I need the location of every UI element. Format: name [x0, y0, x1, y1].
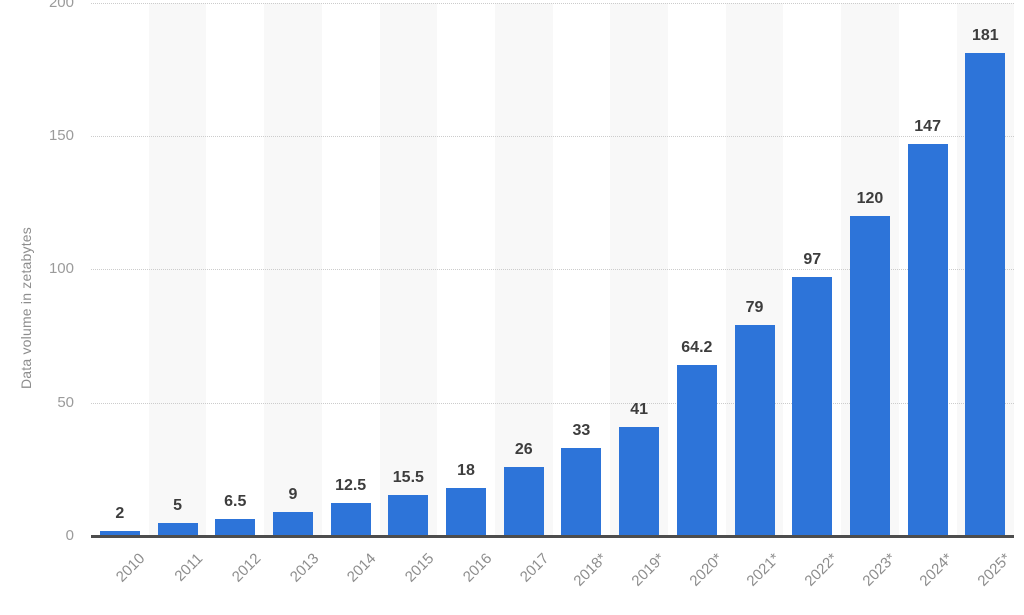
gridline-200 [91, 2, 1015, 4]
y-tick-label-150: 150 [48, 127, 74, 145]
bar-value-label: 12.5 [335, 476, 367, 494]
y-tick-label-50: 50 [57, 393, 74, 411]
bar-2010[interactable] [99, 530, 140, 536]
bar-value-label: 5 [173, 496, 182, 514]
bar-2022[interactable] [792, 277, 833, 536]
x-tick-label-2020: 2020* [686, 550, 726, 590]
x-tick-label-2010: 2010 [113, 550, 149, 586]
y-tick-label-0: 0 [65, 527, 74, 544]
bar-2012[interactable] [215, 518, 256, 536]
bar-value-label: 120 [856, 190, 884, 208]
x-tick-label-2013: 2013 [286, 550, 322, 586]
y-tick-label-100: 100 [48, 260, 74, 278]
bar-value-label: 64.2 [681, 338, 713, 356]
bar-2024[interactable] [907, 144, 948, 536]
y-tick-label-200: 200 [48, 0, 74, 11]
x-tick-label-2012: 2012 [228, 550, 265, 586]
x-tick-label-2024: 2024* [916, 550, 957, 590]
gridline-150 [91, 136, 1015, 138]
bar-2023[interactable] [849, 216, 890, 536]
bar-value-label: 147 [914, 118, 941, 136]
x-tick-label-2023: 2023* [859, 550, 899, 590]
bar-value-label: 33 [572, 422, 591, 439]
y-axis-title: Data volume in zetabytes [18, 227, 34, 389]
gridline-50 [91, 402, 1015, 404]
x-tick-label-2019: 2019* [628, 550, 669, 590]
bar-2016[interactable] [446, 488, 487, 536]
x-tick-label-2017: 2017 [517, 550, 553, 586]
bar-value-label: 2 [115, 504, 125, 522]
bar-2014[interactable] [330, 502, 371, 536]
bar-2020[interactable] [676, 364, 717, 536]
gridline-100 [91, 269, 1015, 271]
bar-value-label: 6.5 [224, 492, 247, 510]
x-tick-label-2021: 2021* [743, 550, 784, 590]
bar-value-label: 9 [288, 486, 298, 503]
bar-value-label: 18 [457, 462, 475, 479]
bar-2021[interactable] [734, 325, 775, 536]
x-axis-line [91, 535, 1015, 538]
x-tick-label-2014: 2014 [344, 550, 380, 586]
x-tick-label-2016: 2016 [459, 550, 496, 586]
bar-value-label: 41 [630, 400, 649, 418]
bar-2011[interactable] [157, 522, 198, 536]
x-tick-label-2018: 2018* [570, 550, 611, 590]
bar-2018[interactable] [561, 448, 602, 536]
bar-2025[interactable] [965, 53, 1006, 536]
bar-2019[interactable] [619, 426, 660, 536]
bar-value-label: 15.5 [392, 468, 424, 486]
x-tick-label-2015: 2015 [401, 550, 438, 586]
x-tick-label-2011: 2011 [171, 550, 207, 585]
bar-value-label: 181 [971, 27, 999, 45]
bar-2015[interactable] [388, 494, 429, 536]
bar-value-label: 79 [745, 299, 764, 317]
x-tick-label-2025: 2025* [974, 550, 1015, 590]
x-tick-label-2022: 2022* [801, 550, 842, 590]
bar-value-label: 26 [514, 440, 533, 458]
bar-2017[interactable] [503, 466, 544, 536]
bar-value-label: 97 [803, 251, 822, 269]
bar-2013[interactable] [272, 512, 313, 536]
